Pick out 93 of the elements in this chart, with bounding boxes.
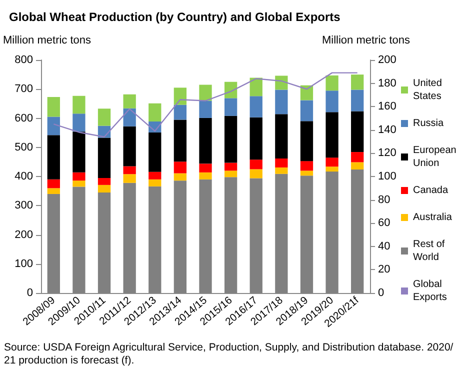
bar	[326, 90, 338, 112]
bar	[300, 100, 314, 122]
y2-tick-label: 140	[378, 124, 396, 136]
bar	[326, 75, 338, 91]
bar	[148, 103, 162, 122]
legend-label: Global Exports	[413, 279, 447, 303]
bar	[275, 158, 288, 168]
line-series	[53, 72, 358, 138]
bar	[174, 173, 187, 181]
y2-tick-label: 120	[378, 147, 396, 160]
legend-label: Rest of World	[413, 239, 448, 263]
y-tick-label: 0	[26, 287, 33, 299]
bar	[300, 121, 314, 162]
bar	[326, 112, 338, 158]
y-tick-label: 200	[14, 228, 33, 241]
bar	[351, 111, 364, 152]
y-tick-label: 500	[14, 141, 33, 154]
y2-tick-label: 0	[378, 287, 384, 299]
y-tick-label: 600	[14, 112, 33, 124]
bar	[72, 180, 86, 187]
bar	[326, 166, 338, 172]
bar	[72, 172, 86, 181]
bar	[224, 162, 238, 171]
bar	[300, 170, 314, 176]
bar	[275, 114, 288, 158]
y-tick-label: 700	[14, 83, 33, 96]
bar	[199, 84, 212, 101]
chart-title: Global Wheat Production (by Country) and Global Exports	[9, 10, 341, 24]
bar	[224, 116, 238, 163]
bar	[47, 116, 60, 136]
bar	[98, 108, 111, 126]
bar	[351, 162, 364, 170]
bar	[98, 184, 111, 193]
bar	[174, 104, 187, 120]
bar	[199, 118, 212, 164]
bar	[98, 138, 111, 178]
y-tick-label: 300	[14, 200, 33, 212]
bar	[98, 178, 111, 185]
bar	[174, 120, 187, 162]
bar	[123, 166, 136, 174]
bar	[47, 188, 60, 194]
bar	[275, 90, 288, 114]
y2-tick-label: 200	[378, 54, 396, 66]
bar	[148, 172, 162, 180]
y2-tick-label: 160	[378, 100, 396, 113]
bar	[351, 74, 364, 90]
bar	[72, 96, 86, 114]
bar	[47, 135, 60, 180]
legend-label: Russia	[413, 118, 444, 129]
y-axis-title: Million metric tons	[3, 34, 92, 46]
y2-tick-label: 60	[378, 217, 390, 230]
bar	[47, 96, 60, 117]
legend-label: United States	[413, 78, 445, 102]
bar	[199, 172, 212, 180]
bar	[300, 161, 314, 171]
bar	[250, 96, 262, 118]
bar	[351, 152, 364, 162]
y2-tick-label: 20	[378, 264, 390, 276]
bar	[123, 94, 136, 108]
y2-tick-label: 100	[378, 170, 396, 182]
bar	[174, 88, 187, 105]
bar	[199, 100, 212, 118]
y2-tick-label: 180	[378, 77, 396, 90]
legend-label: European Union	[413, 145, 460, 169]
legend-label: Canada	[413, 185, 448, 196]
y2-tick-label: 80	[378, 194, 390, 206]
bar	[199, 164, 212, 172]
bar	[123, 174, 136, 183]
bar	[123, 126, 136, 166]
bar	[250, 78, 262, 96]
y2-axis-title: Million metric tons	[322, 34, 410, 46]
bar	[148, 179, 162, 186]
bar	[123, 108, 136, 126]
bar	[72, 132, 86, 172]
bar	[275, 167, 288, 174]
y2-tick-label: 40	[378, 240, 390, 252]
bar	[148, 132, 162, 172]
y-tick-label: 800	[14, 54, 33, 66]
bar	[47, 179, 60, 188]
bar	[224, 170, 238, 178]
y-tick-label: 400	[14, 170, 33, 182]
bar	[250, 117, 262, 160]
bar	[224, 98, 238, 116]
bar	[174, 162, 187, 174]
bar	[275, 76, 288, 90]
bar	[72, 114, 86, 132]
bar	[351, 90, 364, 112]
source-note: Source: USDA Foreign Agricultural Service, Production, Supply, and Distribution database. 2020/21 production is forecast (f).	[4, 342, 454, 366]
y-tick-label: 100	[14, 258, 33, 270]
bar	[326, 158, 338, 167]
legend-label: Australia	[413, 212, 452, 223]
bar	[250, 169, 262, 178]
bar	[250, 160, 262, 170]
